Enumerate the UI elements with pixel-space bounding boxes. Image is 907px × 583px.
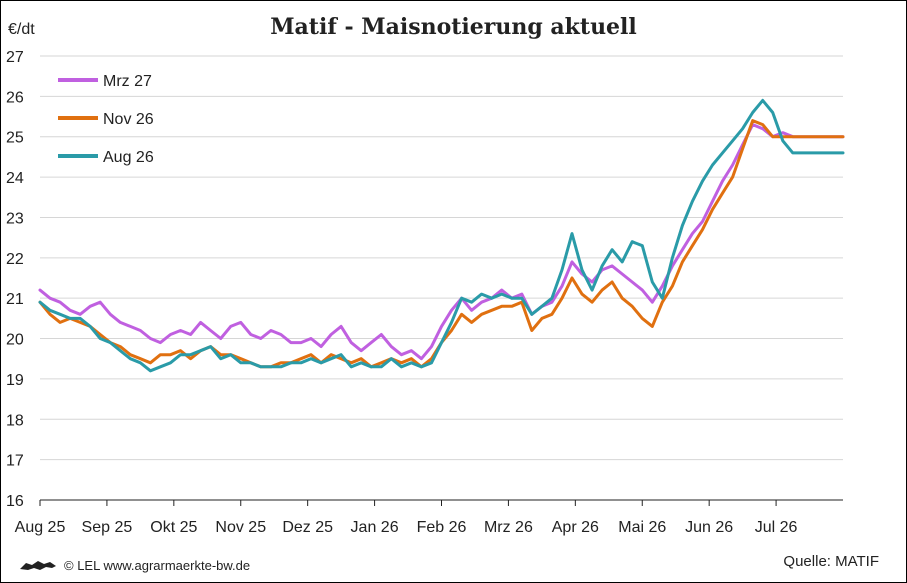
y-tick-labels: 16 17 18 19 20 21 22 23 24 25 26 27 <box>6 49 24 510</box>
x-tick-label: Aug 25 <box>15 519 66 536</box>
y-tick-label: 21 <box>6 291 24 308</box>
y-tick-label: 17 <box>6 453 24 470</box>
y-tick-label: 22 <box>6 251 24 268</box>
x-tick-label: Jul 26 <box>755 519 798 536</box>
lion-logo-icon <box>20 561 56 570</box>
x-tick-label: Jun 26 <box>685 519 733 536</box>
x-tick-label: Sep 25 <box>82 519 133 536</box>
y-tick-label: 25 <box>6 130 24 147</box>
chart-title: Matif - Maisnotierung aktuell <box>270 14 637 40</box>
y-axis-label: €/dt <box>8 21 35 38</box>
y-tick-label: 16 <box>6 493 24 510</box>
y-tick-label: 27 <box>6 49 24 66</box>
x-tick-label: Jan 26 <box>351 519 399 536</box>
legend-label: Nov 26 <box>103 111 154 128</box>
legend: Mrz 27 Nov 26 Aug 26 <box>58 73 154 166</box>
y-tick-label: 19 <box>6 372 24 389</box>
x-tick-label: Mrz 26 <box>484 519 533 536</box>
y-tick-label: 23 <box>6 210 24 227</box>
x-tick-label: Nov 25 <box>215 519 266 536</box>
y-tick-label: 24 <box>6 170 24 187</box>
y-tick-label: 20 <box>6 332 24 349</box>
y-tick-label: 26 <box>6 89 24 106</box>
series-line-mrz-27 <box>38 123 845 361</box>
source-text: Quelle: MATIF <box>783 553 879 570</box>
x-tick-label: Dez 25 <box>282 519 333 536</box>
x-tick-label: Feb 26 <box>417 519 467 536</box>
series-lines <box>38 98 845 373</box>
x-tick-labels: Aug 25 Sep 25 Okt 25 Nov 25 Dez 25 Jan 26 Feb … <box>15 500 798 536</box>
legend-label: Mrz 27 <box>103 73 152 90</box>
y-tick-label: 18 <box>6 412 24 429</box>
x-tick-label: Apr 26 <box>552 519 599 536</box>
series-line-nov-26 <box>38 119 845 369</box>
x-tick-label: Mai 26 <box>618 519 666 536</box>
x-tick-label: Okt 25 <box>150 519 197 536</box>
series-line-aug-26 <box>38 98 845 373</box>
legend-label: Aug 26 <box>103 149 154 166</box>
credit-text: © LEL www.agrarmaerkte-bw.de <box>64 557 251 573</box>
grid-lines <box>40 55 843 501</box>
footer-credit: © LEL www.agrarmaerkte-bw.de <box>18 557 250 573</box>
